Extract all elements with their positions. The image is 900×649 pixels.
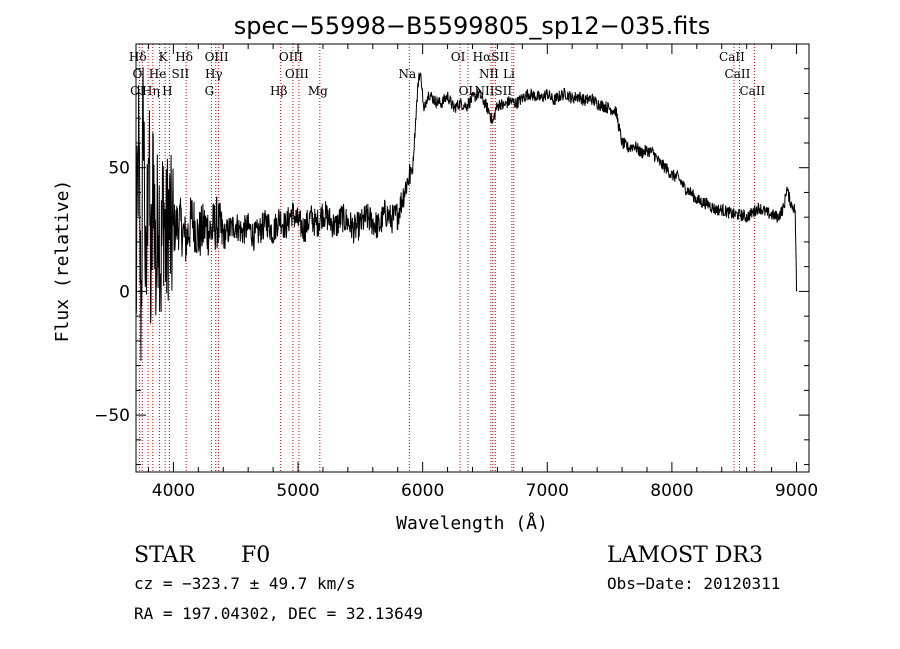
- axis-ticks: [136, 43, 809, 472]
- emission-line-label: SII: [172, 67, 190, 81]
- emission-line-label: He: [149, 67, 167, 81]
- emission-line-label: CaII: [725, 67, 751, 81]
- obs-date-text: Obs−Date: 20120311: [607, 574, 780, 593]
- tick-labels: 4000 5000 6000 7000 8000 9000 −50 0 50: [94, 159, 818, 501]
- emission-line-label: OIII: [205, 50, 229, 64]
- survey-name: LAMOST DR3: [607, 543, 763, 568]
- x-axis-label: Wavelength (Å): [396, 512, 548, 534]
- x-tick-label: 5000: [276, 481, 319, 501]
- y-tick-label: 0: [119, 282, 130, 302]
- y-tick-label: 50: [108, 159, 130, 179]
- y-tick-label: −50: [94, 406, 130, 426]
- emission-line-label: NIISII: [474, 84, 512, 98]
- x-tick-label: 6000: [401, 481, 444, 501]
- x-tick-label: 4000: [152, 481, 195, 501]
- x-tick-label: 7000: [526, 481, 569, 501]
- emission-line-labels: Hδ K Hδ OIII OIII OI HαSII CaII O He SII Hγ OIII Na NI…: [129, 50, 766, 98]
- flux-series: [135, 67, 797, 361]
- chart-title: spec−55998−B5599805_sp12−035.fits: [234, 12, 710, 40]
- y-axis-label: Flux (relative): [52, 180, 73, 343]
- emission-line-label: CaII: [739, 84, 765, 98]
- coords-text: RA = 197.04302, DEC = 32.13649: [134, 604, 423, 623]
- object-subclass: F0: [241, 543, 270, 568]
- emission-line-label: OIII: [285, 67, 309, 81]
- emission-line-label: Mg: [308, 84, 328, 98]
- emission-line-label: Hγ: [205, 67, 223, 81]
- emission-line-label: Hη: [142, 84, 160, 98]
- emission-line-label: CaII: [719, 50, 745, 64]
- emission-line-label: G: [205, 84, 215, 98]
- emission-line-label: H: [162, 84, 172, 98]
- x-tick-label: 8000: [650, 481, 693, 501]
- emission-line-label: OI: [451, 50, 466, 64]
- emission-line-label: OIII: [279, 50, 303, 64]
- emission-line-label: Hδ: [175, 50, 193, 64]
- emission-line-label: Hβ: [270, 84, 287, 98]
- emission-line-label: Hδ: [129, 50, 147, 64]
- object-class: STAR: [134, 543, 196, 568]
- redshift-text: cz = −323.7 ± 49.7 km/s: [134, 574, 356, 593]
- flux-line: [135, 67, 797, 361]
- emission-line-label: HαSII: [473, 50, 510, 64]
- emission-line-label: K: [159, 50, 169, 64]
- emission-line-label: NII: [479, 67, 499, 81]
- plot-frame: [135, 43, 810, 473]
- emission-line-label: Na: [398, 67, 416, 81]
- emission-line-label: OI: [130, 84, 145, 98]
- x-tick-label: 9000: [775, 481, 818, 501]
- emission-line-label: Li: [503, 67, 515, 81]
- emission-line-label: OI: [459, 84, 474, 98]
- emission-line-markers: [138, 44, 755, 472]
- emission-line-label: O: [132, 67, 142, 81]
